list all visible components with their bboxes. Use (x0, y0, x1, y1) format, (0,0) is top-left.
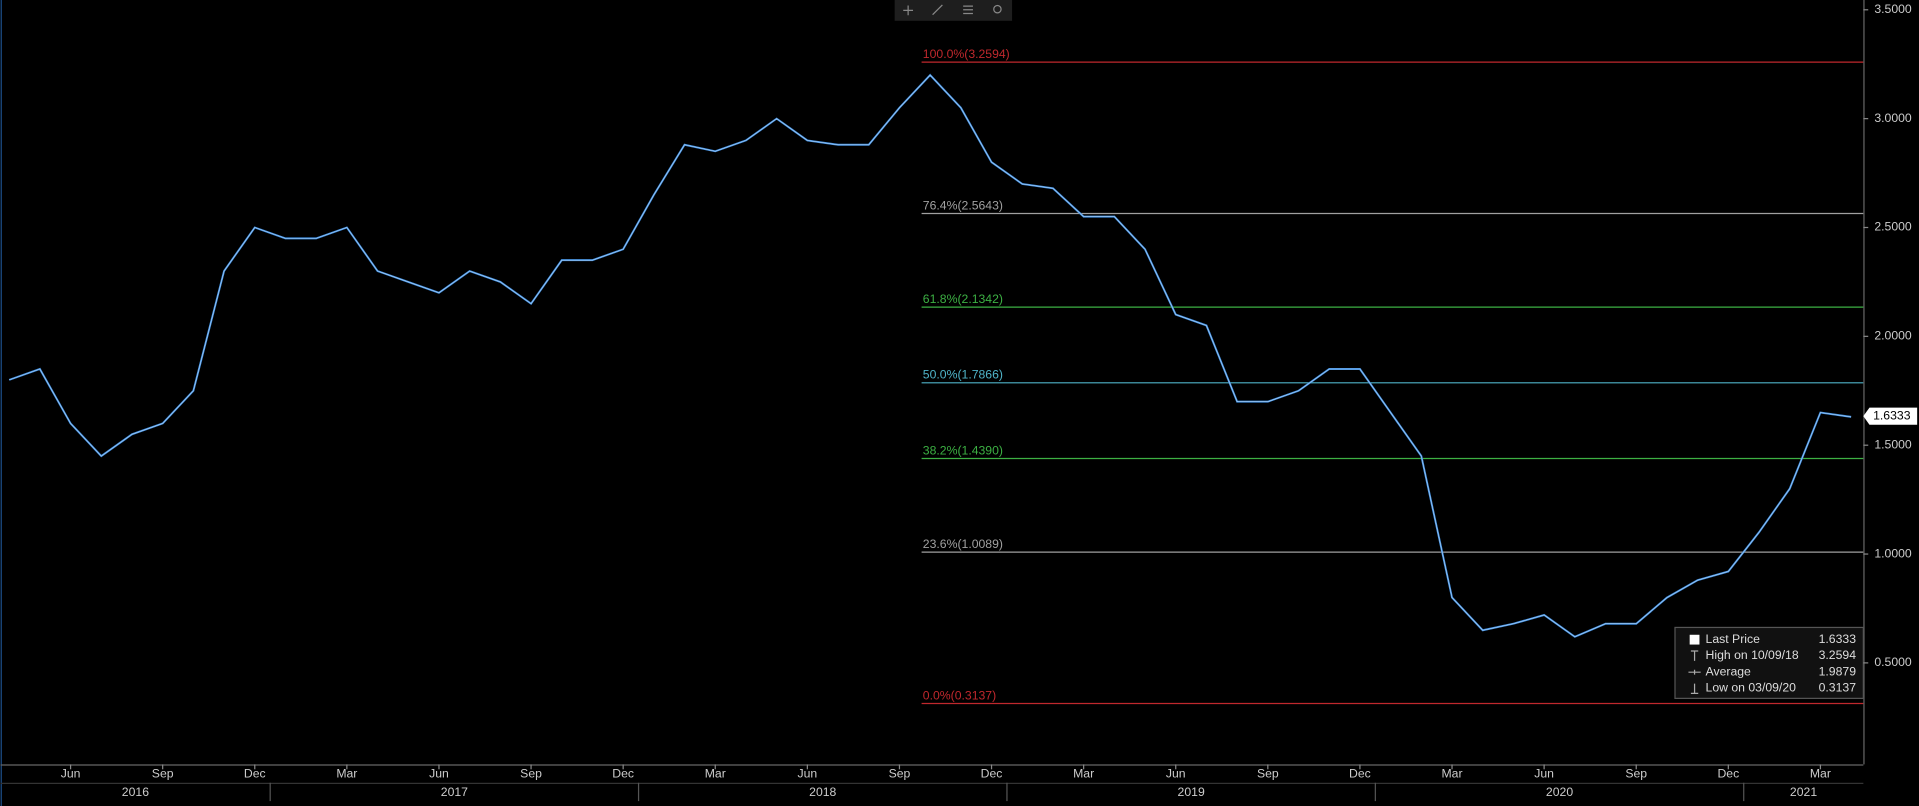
year-label: 2018 (809, 785, 836, 799)
fib-label: 100.0%(3.2594) (923, 47, 1010, 61)
last-price-label: 1.6333 (1873, 408, 1911, 422)
y-tick-label: 3.0000 (1874, 111, 1912, 125)
legend-label: Average (1706, 664, 1751, 678)
fib-label: 76.4%(2.5643) (923, 198, 1003, 212)
x-tick-label: Dec (612, 766, 634, 780)
price-line-highlight (9, 74, 1852, 638)
x-tick-label: Sep (1257, 766, 1279, 780)
year-label: 2019 (1178, 785, 1205, 799)
x-tick-label: Dec (1349, 766, 1371, 780)
legend-icon (1689, 634, 1700, 645)
year-label: 2017 (441, 785, 468, 799)
fib-label: 0.0%(0.3137) (923, 688, 996, 702)
x-tick-label: Mar (336, 766, 357, 780)
legend-box (1674, 626, 1864, 699)
legend: Last Price 1.6333 High on 10/09/18 3.2594 Av… (1674, 626, 1864, 699)
y-tick-label: 3.5000 (1874, 2, 1912, 16)
y-tick-label: 1.5000 (1874, 437, 1912, 451)
x-tick-label: Mar (1073, 766, 1094, 780)
x-tick-label: Jun (1166, 766, 1186, 780)
legend-label: Low on 03/09/20 (1706, 681, 1797, 695)
legend-label: High on 10/09/18 (1706, 648, 1799, 662)
x-tick-label: Mar (705, 766, 726, 780)
legend-value: 1.6333 (1819, 632, 1857, 646)
x-tick-label: Sep (1625, 766, 1647, 780)
year-label: 2021 (1790, 785, 1817, 799)
crosshair-icon[interactable] (903, 5, 914, 16)
y-tick-label: 2.5000 (1874, 220, 1912, 234)
y-tick-label: 2.0000 (1874, 329, 1912, 343)
legend-icon (1690, 683, 1699, 694)
x-tick-label: Sep (152, 766, 174, 780)
x-tick-label: Jun (61, 766, 81, 780)
fib-label: 23.6%(1.0089) (923, 537, 1003, 551)
x-tick-label: Dec (244, 766, 266, 780)
x-tick-label: Dec (981, 766, 1003, 780)
x-tick-label: Mar (1810, 766, 1831, 780)
x-tick-label: Jun (429, 766, 449, 780)
legend-icon (1690, 650, 1699, 661)
table-icon[interactable] (963, 5, 973, 15)
year-label: 2016 (122, 785, 149, 799)
fib-label: 61.8%(2.1342) (923, 292, 1003, 306)
y-tick-label: 1.0000 (1874, 546, 1912, 560)
y-tick-label: 0.5000 (1874, 655, 1912, 669)
x-tick-label: Mar (1442, 766, 1463, 780)
legend-icon (1688, 669, 1701, 675)
fib-label: 38.2%(1.4390) (923, 443, 1003, 457)
year-label: 2020 (1546, 785, 1573, 799)
draw-icon[interactable] (932, 4, 943, 16)
x-tick-label: Sep (520, 766, 542, 780)
toolbar-bg (894, 0, 1013, 21)
x-tick-label: Dec (1717, 766, 1739, 780)
last-price-tag (1863, 407, 1918, 425)
legend-label: Last Price (1706, 632, 1761, 646)
x-tick-label: Sep (889, 766, 911, 780)
toolbar (894, 0, 1013, 21)
x-tick-label: Jun (1534, 766, 1554, 780)
legend-value: 3.2594 (1819, 648, 1857, 662)
zoom-icon[interactable] (993, 4, 1002, 14)
fib-label: 50.0%(1.7866) (923, 368, 1003, 382)
legend-value: 1.9879 (1819, 664, 1857, 678)
x-tick-label: Jun (797, 766, 817, 780)
legend-value: 0.3137 (1819, 681, 1857, 695)
